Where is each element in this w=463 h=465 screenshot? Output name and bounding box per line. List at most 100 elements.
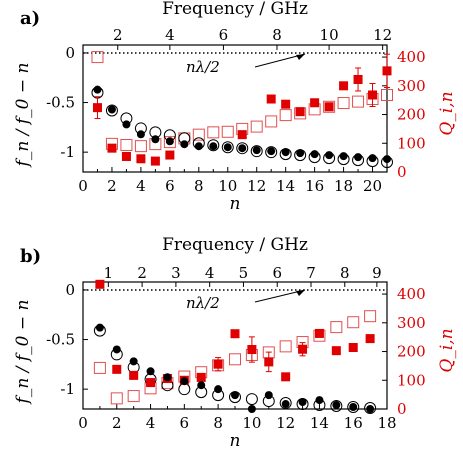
data-point-filled-square bbox=[150, 156, 160, 166]
y2-tick-label: 100 bbox=[397, 371, 426, 389]
data-point-filled-circle bbox=[136, 130, 145, 139]
x-tick-label: 12 bbox=[247, 177, 266, 195]
data-point-open-circle bbox=[364, 402, 377, 415]
data-point-filled-circle bbox=[296, 149, 305, 158]
data-point-open-square bbox=[134, 140, 147, 153]
x-tick-label: 18 bbox=[377, 414, 396, 432]
data-point-filled-circle bbox=[247, 405, 256, 413]
data-point-open-square bbox=[279, 109, 292, 122]
data-point-open-circle bbox=[347, 401, 360, 414]
data-point-filled-square bbox=[146, 378, 156, 388]
top-tick-label: 8 bbox=[340, 264, 350, 282]
data-point-filled-square bbox=[348, 343, 358, 353]
data-point-filled-square bbox=[324, 102, 334, 112]
annotation-label: nλ/2 bbox=[186, 294, 220, 312]
top-axis-label: Frequency / GHz bbox=[162, 235, 308, 255]
data-point-open-square bbox=[207, 126, 220, 139]
data-point-filled-circle bbox=[238, 144, 247, 153]
y2-tick-label: 200 bbox=[397, 343, 426, 361]
data-point-filled-circle bbox=[107, 105, 116, 114]
data-point-filled-square bbox=[295, 107, 305, 117]
y2-tick-label: 400 bbox=[397, 285, 426, 303]
top-tick-label: 6 bbox=[272, 264, 282, 282]
data-point-filled-circle bbox=[223, 143, 232, 152]
data-point-filled-circle bbox=[214, 385, 223, 394]
data-point-filled-circle bbox=[281, 400, 290, 409]
data-point-filled-circle bbox=[310, 150, 319, 159]
data-point-open-square bbox=[110, 392, 123, 405]
data-point-filled-circle bbox=[354, 153, 363, 162]
y2-tick-label: 200 bbox=[397, 106, 426, 124]
x-axis-label: n bbox=[230, 194, 241, 214]
data-point-open-square bbox=[337, 97, 350, 110]
data-point-filled-circle bbox=[146, 367, 155, 376]
data-point-open-circle bbox=[105, 104, 118, 117]
x-axis-label: n bbox=[230, 431, 241, 451]
top-tick-label: 2 bbox=[113, 26, 123, 44]
top-tick-label: 12 bbox=[373, 26, 392, 44]
y2-tick-label: 300 bbox=[397, 77, 426, 95]
y-tick-label: 0 bbox=[65, 44, 75, 62]
data-point-filled-circle bbox=[95, 323, 104, 332]
top-tick-label: 7 bbox=[306, 264, 316, 282]
data-point-open-square bbox=[364, 310, 377, 323]
data-point-filled-square bbox=[112, 364, 122, 374]
data-point-filled-circle bbox=[163, 373, 172, 382]
top-tick-label: 1 bbox=[104, 264, 114, 282]
top-tick-label: 4 bbox=[205, 264, 215, 282]
y-tick-label: 0 bbox=[65, 281, 75, 299]
data-point-open-square bbox=[192, 128, 205, 141]
y-tick-label: -1 bbox=[60, 143, 75, 161]
data-point-filled-square bbox=[281, 99, 291, 109]
data-point-filled-square bbox=[136, 154, 146, 164]
y2-axis-label: Q_i,n bbox=[437, 91, 457, 135]
data-point-open-square bbox=[93, 361, 106, 374]
data-point-open-circle bbox=[207, 139, 220, 152]
data-point-filled-square bbox=[365, 334, 375, 344]
data-point-filled-circle bbox=[180, 140, 189, 149]
data-point-filled-square bbox=[165, 150, 175, 160]
x-tick-label: 16 bbox=[344, 414, 363, 432]
data-point-open-circle bbox=[250, 145, 263, 158]
x-tick-label: 2 bbox=[107, 177, 117, 195]
data-point-filled-circle bbox=[231, 391, 239, 400]
x-tick-label: 8 bbox=[213, 414, 223, 432]
x-tick-label: 0 bbox=[78, 414, 88, 432]
data-point-open-square bbox=[265, 115, 278, 128]
x-tick-label: 10 bbox=[242, 414, 261, 432]
data-point-filled-square bbox=[121, 151, 131, 161]
y2-axis-label: Q_i,n bbox=[437, 328, 457, 372]
panel-label: a) bbox=[20, 8, 40, 29]
x-tick-label: 0 bbox=[78, 177, 88, 195]
annotation-arrow-line bbox=[254, 53, 306, 68]
data-point-filled-square bbox=[382, 66, 392, 76]
data-point-filled-circle bbox=[315, 396, 324, 405]
top-tick-label: 2 bbox=[137, 264, 147, 282]
data-point-filled-circle bbox=[180, 377, 189, 386]
data-point-open-circle bbox=[279, 397, 292, 410]
data-point-filled-square bbox=[339, 81, 349, 91]
data-point-open-square bbox=[279, 340, 292, 353]
top-tick-label: 6 bbox=[219, 26, 229, 44]
y-axis-label: f_n / f_0 − n bbox=[13, 300, 33, 406]
data-point-filled-square bbox=[237, 130, 247, 140]
data-point-open-square bbox=[347, 316, 360, 329]
data-point-open-square bbox=[229, 353, 241, 366]
data-point-open-square bbox=[381, 88, 393, 101]
data-point-filled-circle bbox=[267, 147, 276, 156]
y2-tick-label: 0 bbox=[397, 400, 407, 418]
x-tick-label: 4 bbox=[136, 177, 146, 195]
top-tick-label: 5 bbox=[239, 264, 249, 282]
data-point-filled-circle bbox=[129, 357, 138, 366]
data-point-open-circle bbox=[178, 383, 191, 396]
data-point-filled-circle bbox=[122, 120, 131, 129]
y2-tick-label: 0 bbox=[397, 163, 407, 181]
data-point-filled-circle bbox=[194, 142, 203, 151]
data-point-open-circle bbox=[330, 400, 343, 413]
data-point-open-circle bbox=[265, 146, 278, 159]
data-point-filled-circle bbox=[264, 391, 273, 400]
x-tick-label: 6 bbox=[165, 177, 175, 195]
data-point-open-square bbox=[250, 120, 263, 133]
